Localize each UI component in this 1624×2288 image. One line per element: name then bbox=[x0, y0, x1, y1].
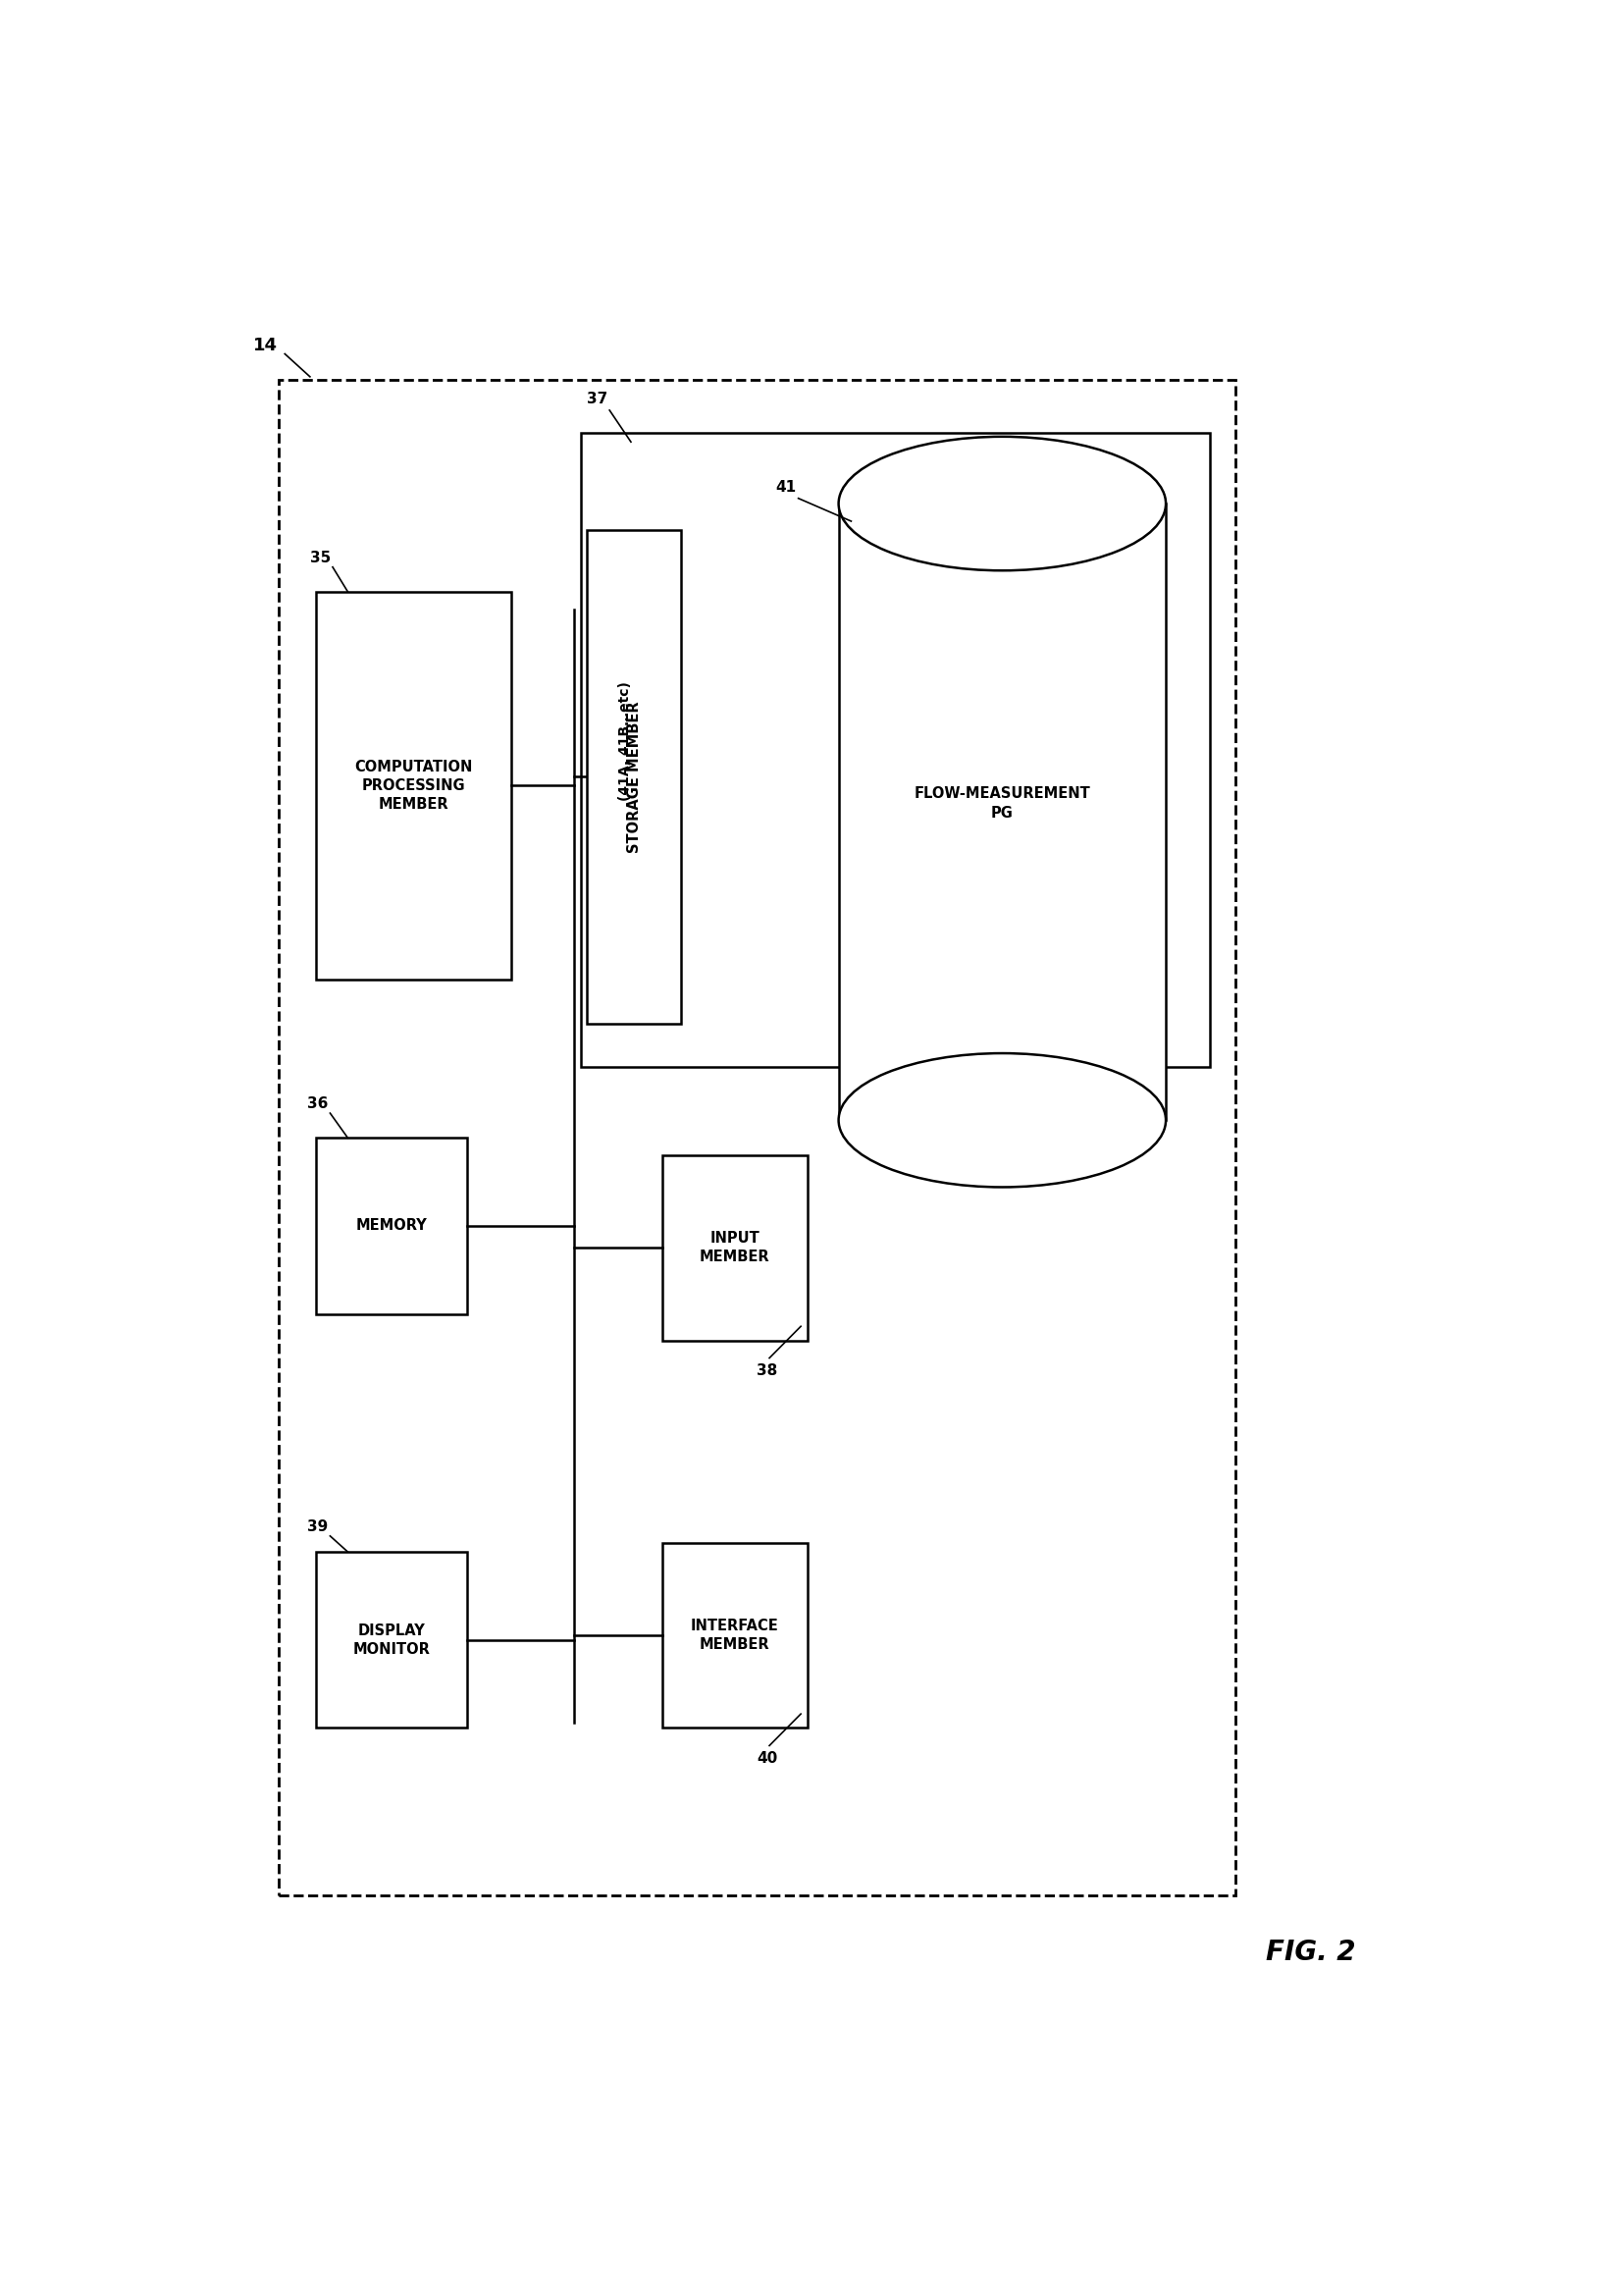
Ellipse shape bbox=[838, 1052, 1166, 1187]
Text: INTERFACE
MEMBER: INTERFACE MEMBER bbox=[690, 1618, 780, 1652]
FancyBboxPatch shape bbox=[663, 1542, 807, 1727]
FancyBboxPatch shape bbox=[838, 503, 1166, 1121]
FancyBboxPatch shape bbox=[586, 531, 682, 1023]
Ellipse shape bbox=[838, 437, 1166, 570]
Text: 14: 14 bbox=[253, 336, 278, 355]
Text: MEMORY: MEMORY bbox=[356, 1220, 427, 1233]
Text: 38: 38 bbox=[757, 1364, 778, 1377]
FancyBboxPatch shape bbox=[317, 1551, 468, 1727]
Text: FIG. 2: FIG. 2 bbox=[1265, 1938, 1356, 1965]
Text: FLOW-MEASUREMENT
PG: FLOW-MEASUREMENT PG bbox=[914, 787, 1090, 819]
Text: 41: 41 bbox=[776, 480, 796, 494]
FancyBboxPatch shape bbox=[663, 1155, 807, 1341]
Text: 36: 36 bbox=[307, 1096, 328, 1112]
FancyBboxPatch shape bbox=[580, 432, 1210, 1066]
FancyBboxPatch shape bbox=[317, 593, 512, 979]
Text: STORAGE MEMBER: STORAGE MEMBER bbox=[627, 700, 641, 853]
FancyBboxPatch shape bbox=[317, 1137, 468, 1313]
Text: DISPLAY
MONITOR: DISPLAY MONITOR bbox=[352, 1622, 430, 1657]
Text: (41A, 41B…etc): (41A, 41B…etc) bbox=[617, 682, 632, 801]
Text: 35: 35 bbox=[310, 551, 331, 565]
Text: 40: 40 bbox=[757, 1750, 778, 1766]
Text: COMPUTATION
PROCESSING
MEMBER: COMPUTATION PROCESSING MEMBER bbox=[354, 760, 473, 812]
Text: 39: 39 bbox=[307, 1519, 328, 1535]
Text: INPUT
MEMBER: INPUT MEMBER bbox=[700, 1231, 770, 1265]
Text: 37: 37 bbox=[586, 391, 607, 407]
